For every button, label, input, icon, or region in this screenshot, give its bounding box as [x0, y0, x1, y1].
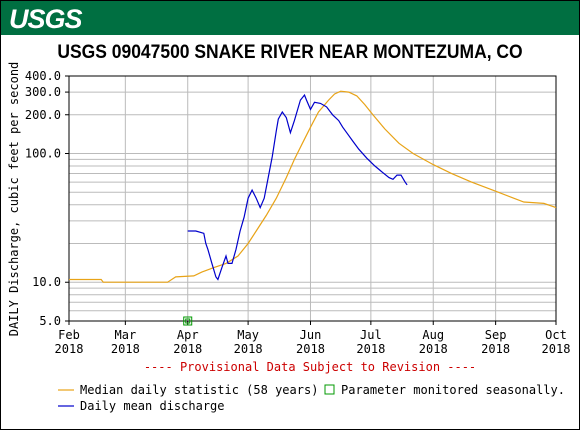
seasonal-marker-inner: [185, 318, 191, 324]
provisional-note: ---- Provisional Data Subject to Revisio…: [144, 360, 476, 374]
x-tick-month: Jun: [300, 328, 322, 342]
x-tick-year: 2018: [481, 342, 510, 356]
seasonal-marker: [183, 316, 193, 326]
daily-mean-line: [187, 93, 408, 281]
x-tick-year: 2018: [419, 342, 448, 356]
y-axis-ticks: 400.0 300.0 200.0 100.0 10.0 5.0: [25, 69, 69, 328]
plot-area-border: [68, 75, 557, 322]
y-axis-label: DAILY Discharge, cubic feet per second: [7, 62, 21, 337]
x-tick-year: 2018: [55, 342, 84, 356]
x-axis-ticks: Feb2018Mar2018Apr2018May2018Jun2018Jul20…: [55, 321, 571, 356]
y-tick-label: 300.0: [25, 85, 61, 99]
x-tick-month: Aug: [422, 328, 444, 342]
x-tick-year: 2018: [296, 342, 325, 356]
x-tick-month: Feb: [58, 328, 80, 342]
x-tick-month: Sep: [485, 328, 507, 342]
y-tick-label: 100.0: [25, 147, 61, 161]
legend-label: Median daily statistic (58 years): [80, 383, 318, 397]
x-tick-year: 2018: [234, 342, 263, 356]
legend-swatch: [324, 384, 335, 395]
x-tick-year: 2018: [542, 342, 571, 356]
median-daily-line: [69, 90, 557, 283]
usgs-banner: USGS: [1, 1, 579, 35]
usgs-logo: USGS: [9, 4, 83, 34]
legend-label: Parameter monitored seasonally.: [341, 383, 565, 397]
legend: Median daily statistic (58 years) Daily m…: [58, 383, 565, 413]
chart-title: USGS 09047500 SNAKE RIVER NEAR MONTEZUMA…: [57, 42, 523, 63]
x-tick-month: Mar: [115, 328, 137, 342]
x-tick-year: 2018: [173, 342, 202, 356]
x-tick-month: Oct: [545, 328, 567, 342]
x-tick-year: 2018: [356, 342, 385, 356]
seasonal-marker-group: [183, 316, 193, 326]
y-tick-label: 5.0: [39, 314, 61, 328]
legend-label: Daily mean discharge: [80, 399, 225, 413]
series-lines: [69, 90, 557, 283]
x-tick-year: 2018: [111, 342, 140, 356]
y-tick-label: 400.0: [25, 69, 61, 83]
x-tick-month: Apr: [177, 328, 199, 342]
x-tick-month: Jul: [360, 328, 382, 342]
y-tick-label: 200.0: [25, 108, 61, 122]
grid-lines: [68, 76, 557, 321]
y-tick-label: 10.0: [32, 275, 61, 289]
x-tick-month: May: [237, 328, 259, 342]
